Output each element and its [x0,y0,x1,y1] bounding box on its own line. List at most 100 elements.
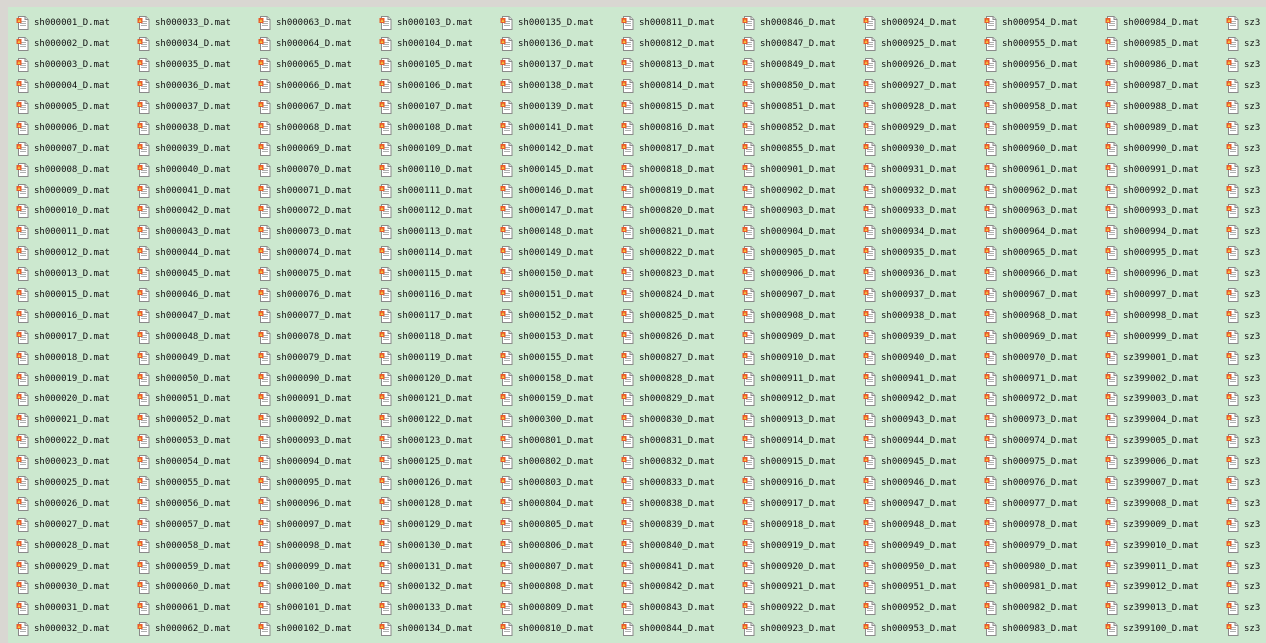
file-item[interactable]: sh000805_D.mat [500,514,621,535]
file-item[interactable]: sh000910_D.mat [742,347,863,368]
file-item[interactable]: sh000958_D.mat [984,97,1105,118]
file-item[interactable]: sh000048_D.mat [137,326,258,347]
file-item[interactable]: sh000934_D.mat [863,222,984,243]
file-item[interactable]: sh000112_D.mat [379,201,500,222]
file-item[interactable]: sh000847_D.mat [742,34,863,55]
file-item[interactable]: sh000062_D.mat [137,619,258,640]
file-item[interactable]: sh000002_D.mat [16,34,137,55]
file-item[interactable]: sh000991_D.mat [1105,159,1226,180]
file-item[interactable]: sh000055_D.mat [137,473,258,494]
file-item[interactable]: sh000984_D.mat [1105,13,1226,34]
file-item[interactable]: sh000983_D.mat [984,619,1105,640]
file-item[interactable]: sh000133_D.mat [379,598,500,619]
file-item[interactable]: sh000940_D.mat [863,347,984,368]
file-item[interactable]: sh000992_D.mat [1105,180,1226,201]
file-item[interactable]: sz3 [1226,598,1266,619]
file-item[interactable]: sh000129_D.mat [379,514,500,535]
file-item[interactable]: sz399008_D.mat [1105,493,1226,514]
file-item[interactable]: sh000813_D.mat [621,55,742,76]
file-item[interactable]: sh000919_D.mat [742,535,863,556]
file-item[interactable]: sz3 [1226,243,1266,264]
file-item[interactable]: sh000066_D.mat [258,76,379,97]
file-item[interactable]: sz399002_D.mat [1105,368,1226,389]
file-list-pane[interactable]: sh000001_D.mat sh000002_D.mat sh000003_D.m… [8,7,1266,643]
file-item[interactable]: sh000923_D.mat [742,619,863,640]
file-item[interactable]: sz3 [1226,138,1266,159]
file-item[interactable]: sh000114_D.mat [379,243,500,264]
file-item[interactable]: sh000930_D.mat [863,138,984,159]
file-item[interactable]: sh000020_D.mat [16,389,137,410]
file-item[interactable]: sz3 [1226,117,1266,138]
file-item[interactable]: sh000109_D.mat [379,138,500,159]
file-item[interactable]: sh000090_D.mat [258,368,379,389]
file-item[interactable]: sh000029_D.mat [16,556,137,577]
file-item[interactable]: sh000844_D.mat [621,619,742,640]
file-item[interactable]: sh000988_D.mat [1105,97,1226,118]
file-item[interactable]: sh000809_D.mat [500,598,621,619]
file-item[interactable]: sh000137_D.mat [500,55,621,76]
file-item[interactable]: sh000826_D.mat [621,326,742,347]
file-item[interactable]: sh000067_D.mat [258,97,379,118]
file-item[interactable]: sh000033_D.mat [137,13,258,34]
file-item[interactable]: sz3 [1226,619,1266,640]
file-item[interactable]: sh000927_D.mat [863,76,984,97]
file-item[interactable]: sh000815_D.mat [621,97,742,118]
file-item[interactable]: sh000953_D.mat [863,619,984,640]
file-item[interactable]: sh000128_D.mat [379,493,500,514]
file-item[interactable]: sh000057_D.mat [137,514,258,535]
file-item[interactable]: sh000159_D.mat [500,389,621,410]
file-item[interactable]: sh000075_D.mat [258,264,379,285]
file-item[interactable]: sh000097_D.mat [258,514,379,535]
file-item[interactable]: sh000994_D.mat [1105,222,1226,243]
file-item[interactable]: sh000068_D.mat [258,117,379,138]
file-item[interactable]: sh000993_D.mat [1105,201,1226,222]
file-item[interactable]: sh000909_D.mat [742,326,863,347]
file-item[interactable]: sh000803_D.mat [500,473,621,494]
file-item[interactable]: sz3 [1226,264,1266,285]
file-item[interactable]: sh000822_D.mat [621,243,742,264]
file-item[interactable]: sh000070_D.mat [258,159,379,180]
file-item[interactable]: sh000902_D.mat [742,180,863,201]
file-item[interactable]: sh000041_D.mat [137,180,258,201]
file-item[interactable]: sh000121_D.mat [379,389,500,410]
file-item[interactable]: sh000007_D.mat [16,138,137,159]
file-item[interactable]: sh000079_D.mat [258,347,379,368]
file-item[interactable]: sh000938_D.mat [863,305,984,326]
file-item[interactable]: sh000146_D.mat [500,180,621,201]
file-item[interactable]: sh000918_D.mat [742,514,863,535]
file-item[interactable]: sh000989_D.mat [1105,117,1226,138]
file-item[interactable]: sh000030_D.mat [16,577,137,598]
file-item[interactable]: sh000059_D.mat [137,556,258,577]
file-item[interactable]: sh000116_D.mat [379,285,500,306]
file-item[interactable]: sz3 [1226,305,1266,326]
file-item[interactable]: sh000023_D.mat [16,452,137,473]
file-item[interactable]: sh000094_D.mat [258,452,379,473]
file-item[interactable]: sh000852_D.mat [742,117,863,138]
file-item[interactable]: sh000058_D.mat [137,535,258,556]
file-item[interactable]: sh000071_D.mat [258,180,379,201]
file-item[interactable]: sh000818_D.mat [621,159,742,180]
file-item[interactable]: sh000113_D.mat [379,222,500,243]
file-item[interactable]: sh000123_D.mat [379,431,500,452]
file-item[interactable]: sz3 [1226,76,1266,97]
file-item[interactable]: sh000811_D.mat [621,13,742,34]
file-item[interactable]: sh000965_D.mat [984,243,1105,264]
file-item[interactable]: sh000026_D.mat [16,493,137,514]
file-item[interactable]: sh000052_D.mat [137,410,258,431]
file-item[interactable]: sz3 [1226,326,1266,347]
file-item[interactable]: sh000987_D.mat [1105,76,1226,97]
file-item[interactable]: sh000849_D.mat [742,55,863,76]
file-item[interactable]: sh000006_D.mat [16,117,137,138]
file-item[interactable]: sh000022_D.mat [16,431,137,452]
file-item[interactable]: sh000035_D.mat [137,55,258,76]
file-item[interactable]: sh000025_D.mat [16,473,137,494]
file-item[interactable]: sh000939_D.mat [863,326,984,347]
file-item[interactable]: sh000827_D.mat [621,347,742,368]
file-item[interactable]: sh000808_D.mat [500,577,621,598]
file-item[interactable]: sh000944_D.mat [863,431,984,452]
file-item[interactable]: sh000819_D.mat [621,180,742,201]
file-item[interactable]: sh000155_D.mat [500,347,621,368]
file-item[interactable]: sh000829_D.mat [621,389,742,410]
file-item[interactable]: sh000986_D.mat [1105,55,1226,76]
file-item[interactable]: sh000962_D.mat [984,180,1105,201]
